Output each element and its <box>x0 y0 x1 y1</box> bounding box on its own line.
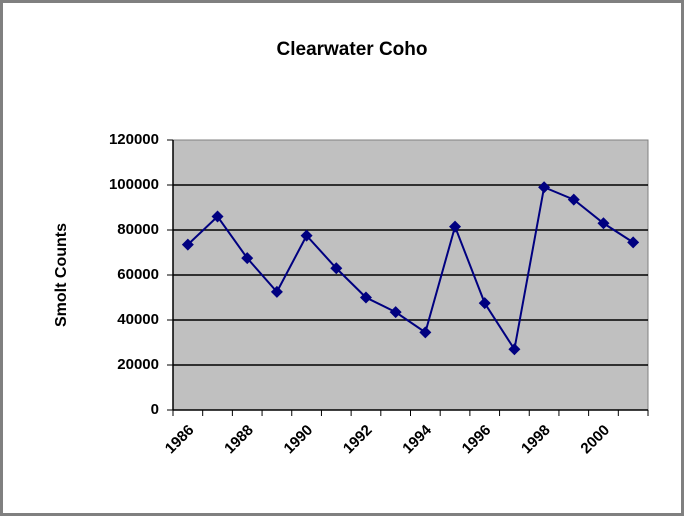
y-tick-label: 40000 <box>117 311 159 328</box>
marker <box>270 285 283 298</box>
marker <box>508 343 521 356</box>
y-tick-label: 0 <box>151 401 159 418</box>
marker <box>449 220 462 233</box>
marker <box>478 297 491 310</box>
marker <box>389 306 402 319</box>
marker <box>181 238 194 251</box>
marker <box>627 236 640 249</box>
marker <box>330 262 343 275</box>
y-tick-label: 80000 <box>117 221 159 238</box>
y-tick-label: 20000 <box>117 356 159 373</box>
y-tick-label: 120000 <box>109 131 159 148</box>
marker <box>211 210 224 223</box>
marker <box>538 181 551 194</box>
y-tick-label: 60000 <box>117 266 159 283</box>
y-tick-label: 100000 <box>109 176 159 193</box>
marker <box>359 291 372 304</box>
marker <box>597 217 610 230</box>
chart-title: Clearwater Coho <box>277 39 428 60</box>
marker <box>241 252 254 265</box>
marker <box>300 229 313 242</box>
y-axis-label: Smolt Counts <box>53 223 70 327</box>
marker <box>567 193 580 206</box>
series-line <box>187 185 634 352</box>
marker <box>419 326 432 339</box>
